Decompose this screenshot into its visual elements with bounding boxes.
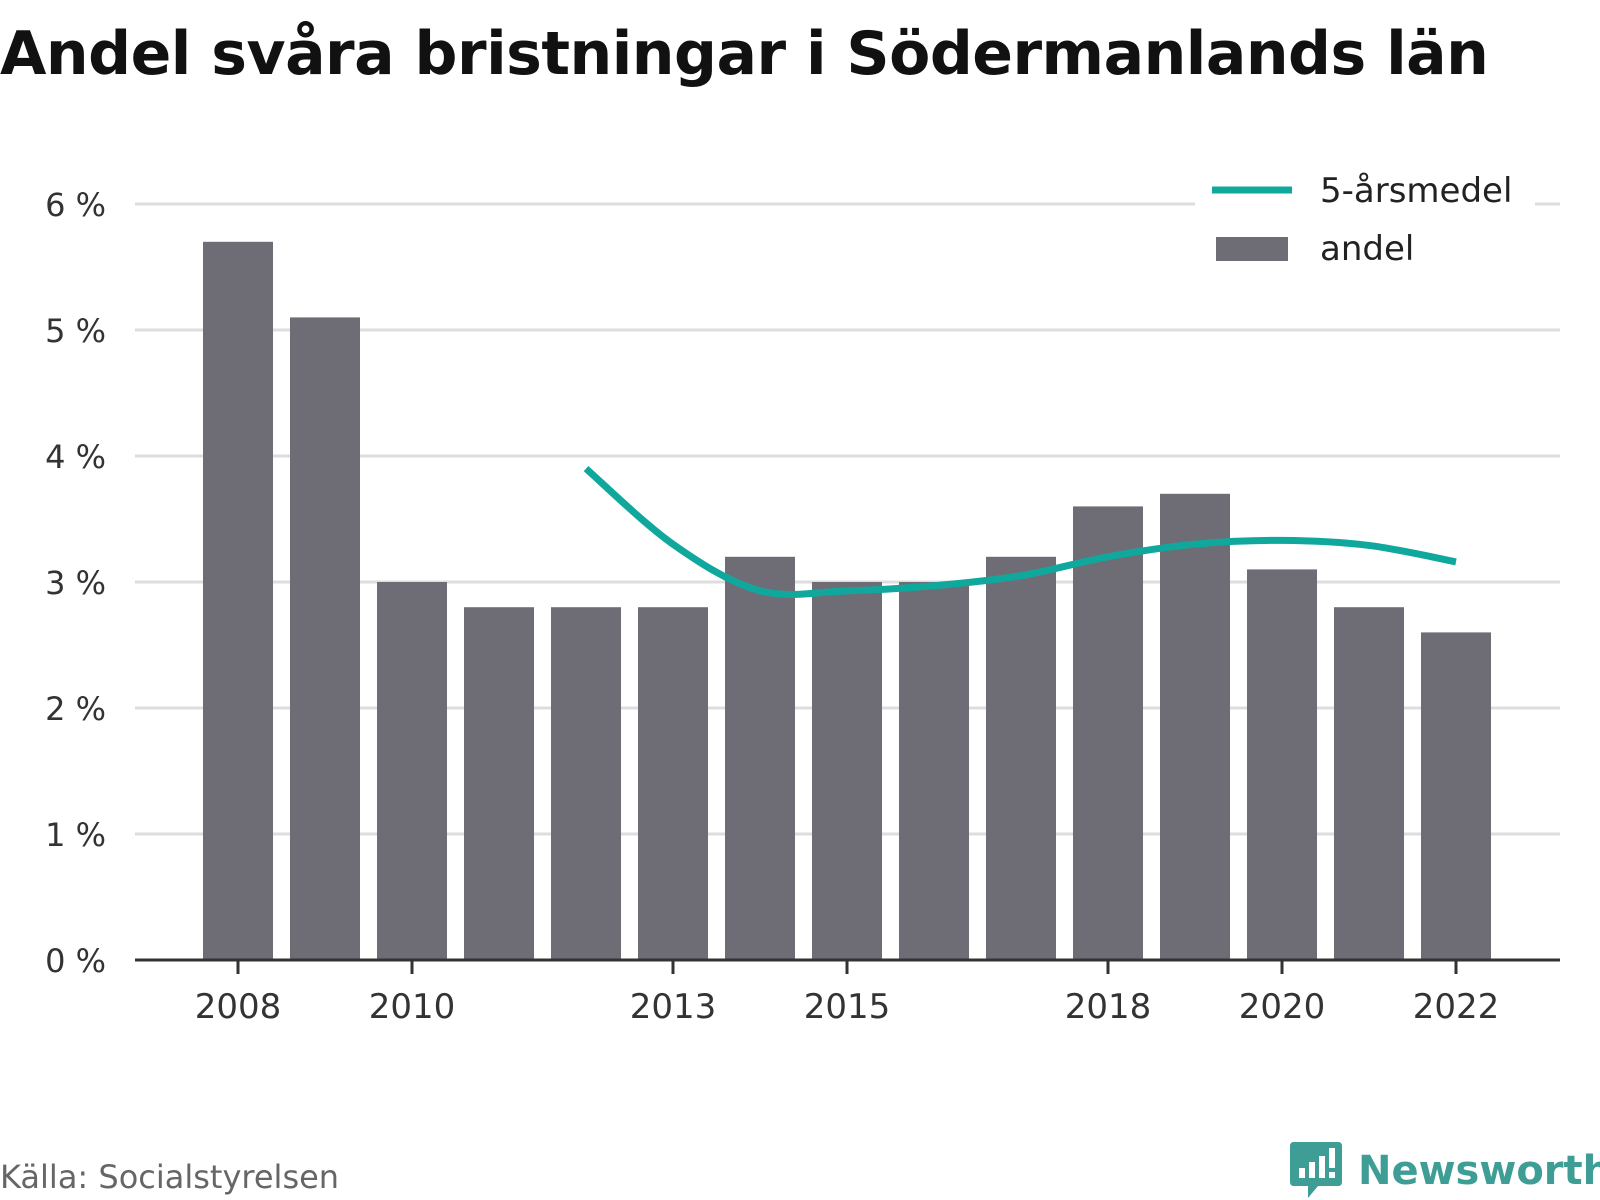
newsworthy-logo-icon	[1290, 1142, 1342, 1198]
y-tick-label: 2 %	[45, 690, 106, 728]
newsworthy-brand-name: Newsworthy	[1358, 1148, 1600, 1194]
y-tick-label: 6 %	[45, 186, 106, 224]
y-tick-label: 1 %	[45, 816, 106, 854]
y-tick-label: 3 %	[45, 564, 106, 602]
bar	[1421, 632, 1491, 960]
chart: 0 %1 %2 %3 %4 %5 %6 % 2008 2010 2013 2015 20…	[45, 168, 1560, 1027]
line-series-5-arsmedel	[583, 465, 1457, 598]
bar	[1160, 493, 1230, 960]
y-tick-label: 4 %	[45, 438, 106, 476]
bar	[464, 607, 534, 960]
bar	[638, 607, 708, 960]
bar	[986, 556, 1056, 960]
x-tick-label: 2020	[1239, 987, 1326, 1027]
bar	[1073, 506, 1143, 960]
bar	[1247, 569, 1317, 960]
legend-label-bar: andel	[1320, 229, 1414, 269]
bar	[812, 582, 882, 960]
bar	[725, 556, 795, 960]
y-tick-label: 0 %	[45, 942, 106, 980]
bars	[203, 241, 1491, 961]
bar	[551, 607, 621, 960]
newsworthy-logo: Newsworthy	[1288, 1140, 1600, 1200]
bar	[899, 582, 969, 960]
legend-swatch-bar	[1216, 237, 1288, 261]
bar	[290, 317, 360, 960]
x-tick-label: 2010	[369, 987, 456, 1027]
bar	[377, 582, 447, 960]
source-note: Källa: Socialstyrelsen	[0, 1158, 340, 1196]
x-tick-label: 2013	[630, 987, 717, 1027]
chart-title: Andel svåra bristningar i Södermanlands …	[0, 19, 1489, 89]
x-tick-label: 2018	[1065, 987, 1152, 1027]
y-tick-label: 5 %	[45, 312, 106, 350]
legend: 5-årsmedel andel	[1195, 168, 1535, 278]
y-axis-labels: 0 % 1 % 2 % 3 % 4 % 5 % 6 %	[45, 186, 106, 980]
bar	[1334, 607, 1404, 960]
x-axis-labels: 2008 2010 2013 2015 2018 2020 2022	[195, 987, 1500, 1027]
bar	[203, 241, 273, 961]
x-tick-label: 2015	[804, 987, 891, 1027]
moving-average-line	[583, 465, 1457, 598]
x-tick-label: 2022	[1413, 987, 1500, 1027]
x-axis	[135, 958, 1560, 974]
legend-label-line: 5-årsmedel	[1320, 171, 1512, 211]
x-tick-label: 2008	[195, 987, 282, 1027]
